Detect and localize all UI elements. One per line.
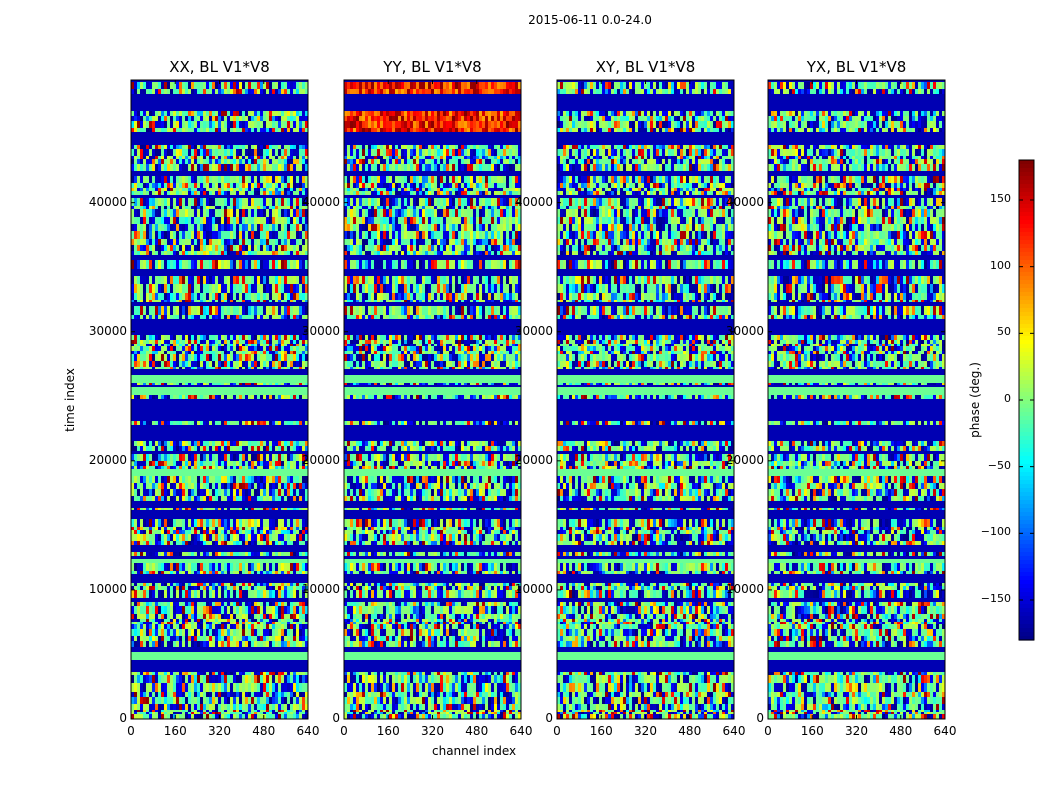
colorbar-tick-label: 0 xyxy=(1004,392,1011,405)
heatmap-panel-3 xyxy=(768,80,945,719)
colorbar-tick-label: −150 xyxy=(980,592,1011,605)
x-tick-label: 640 xyxy=(509,724,533,738)
x-tick-label: 0 xyxy=(764,724,772,738)
y-tick-label: 30000 xyxy=(725,323,764,338)
panel-title-2: XY, BL V1*V8 xyxy=(595,58,696,76)
colorbar-label: phase (deg.) xyxy=(968,362,982,438)
x-tick-label: 640 xyxy=(722,724,746,738)
x-tick-label: 640 xyxy=(933,724,957,738)
y-axis-label: time index xyxy=(63,368,77,432)
x-tick-label: 160 xyxy=(376,724,400,738)
y-tick-label: 20000 xyxy=(301,452,340,467)
y-tick-label: 40000 xyxy=(725,194,764,209)
y-tick-label: 0 xyxy=(332,711,340,725)
y-tick-label: 0 xyxy=(756,711,764,725)
colorbar-tick-label: 150 xyxy=(990,192,1011,205)
heatmap-panel-1 xyxy=(344,80,521,719)
x-tick-label: 320 xyxy=(845,724,868,738)
x-tick-label: 160 xyxy=(163,724,187,738)
x-tick-label: 480 xyxy=(889,724,913,738)
panel-title-1: YY, BL V1*V8 xyxy=(383,58,482,76)
x-tick-label: 160 xyxy=(589,724,613,738)
y-tick-label: 10000 xyxy=(725,581,764,596)
y-tick-label: 10000 xyxy=(301,581,340,596)
y-tick-label: 0 xyxy=(545,711,553,725)
y-tick-label: 40000 xyxy=(514,194,553,209)
x-tick-label: 480 xyxy=(252,724,276,738)
colorbar-tick-label: 100 xyxy=(990,258,1011,272)
heatmap-panel-2 xyxy=(557,80,734,719)
x-tick-label: 0 xyxy=(553,724,561,738)
panel-title-3: YX, BL V1*V8 xyxy=(806,58,907,76)
x-tick-label: 160 xyxy=(800,724,824,738)
y-tick-label: 10000 xyxy=(88,581,127,596)
y-tick-label: 10000 xyxy=(514,581,553,596)
heatmap-panel-0 xyxy=(131,80,308,719)
y-tick-label: 20000 xyxy=(514,452,553,467)
colorbar-tick-label: −100 xyxy=(980,525,1011,539)
y-tick-label: 20000 xyxy=(88,452,127,467)
x-tick-label: 0 xyxy=(127,724,135,738)
y-tick-label: 30000 xyxy=(514,323,553,338)
colorbar xyxy=(1019,160,1034,641)
panel-title-0: XX, BL V1*V8 xyxy=(169,58,270,76)
x-tick-label: 320 xyxy=(208,724,231,738)
colorbar-tick-label: −50 xyxy=(987,458,1011,472)
x-tick-label: 320 xyxy=(421,724,444,738)
x-tick-label: 640 xyxy=(296,724,320,738)
y-tick-label: 30000 xyxy=(301,323,340,338)
y-tick-label: 0 xyxy=(119,711,127,725)
y-tick-label: 40000 xyxy=(88,194,127,209)
y-tick-label: 30000 xyxy=(88,323,127,338)
figure-title: 2015-06-11 0.0-24.0 xyxy=(528,13,652,27)
x-tick-label: 480 xyxy=(678,724,702,738)
y-tick-label: 20000 xyxy=(725,452,764,467)
x-tick-label: 320 xyxy=(634,724,657,738)
y-tick-label: 40000 xyxy=(301,194,340,209)
x-tick-label: 480 xyxy=(465,724,489,738)
x-tick-label: 0 xyxy=(340,724,348,738)
colorbar-tick-label: 50 xyxy=(997,325,1011,339)
x-axis-label: channel index xyxy=(432,744,517,758)
